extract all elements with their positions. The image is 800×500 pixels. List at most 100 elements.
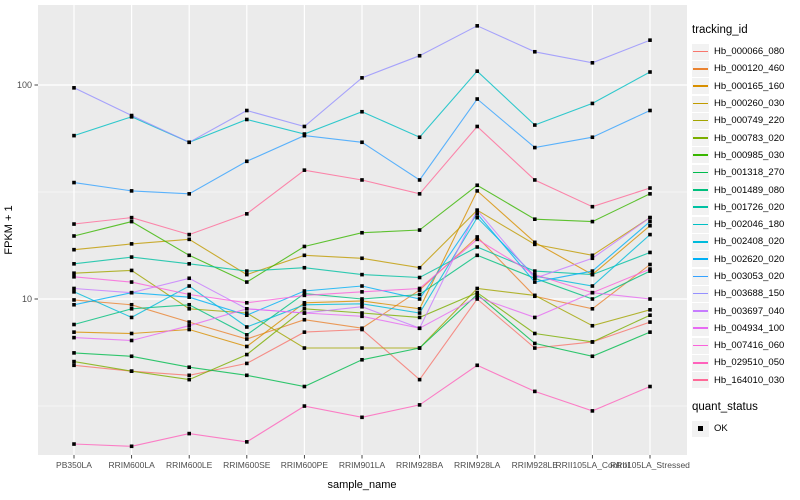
data-point xyxy=(245,117,249,122)
data-point xyxy=(475,183,479,188)
x-tick-label: PB350LA xyxy=(56,460,92,470)
x-tick-label: RRIM928LE xyxy=(512,460,559,470)
data-point xyxy=(72,274,76,279)
x-tick-label: RRIM901LA xyxy=(339,460,386,470)
data-point xyxy=(648,267,652,271)
y-axis-title: FPKM + 1 xyxy=(3,205,15,255)
data-point xyxy=(475,295,479,299)
data-point xyxy=(648,38,652,42)
data-point xyxy=(648,313,652,318)
data-point xyxy=(648,262,652,267)
data-point xyxy=(72,335,76,340)
data-point xyxy=(302,384,307,389)
legend-color-line xyxy=(693,379,708,381)
data-point xyxy=(245,159,249,164)
legend-entry-Hb_002046_180: Hb_002046_180 xyxy=(692,216,798,233)
data-point xyxy=(129,369,134,373)
legend-color-line xyxy=(693,275,708,278)
data-point xyxy=(302,265,307,270)
legend-color-line xyxy=(693,344,708,347)
data-point xyxy=(590,323,595,328)
data-point xyxy=(533,242,537,247)
square-marker-icon xyxy=(698,426,703,432)
data-point xyxy=(72,359,76,364)
data-point xyxy=(475,215,479,220)
data-point xyxy=(475,286,479,291)
data-point xyxy=(648,320,652,324)
data-point xyxy=(187,327,191,332)
legend-color-line xyxy=(693,50,708,53)
legend-entry-Hb_000120_460: Hb_000120_460 xyxy=(692,60,798,77)
data-point xyxy=(302,293,307,298)
data-point xyxy=(187,295,191,299)
data-point xyxy=(360,178,364,182)
legend-entry-Hb_000260_030: Hb_000260_030 xyxy=(692,95,798,112)
data-point xyxy=(590,297,595,301)
legend-entry-Hb_001489_080: Hb_001489_080 xyxy=(692,181,798,199)
data-point xyxy=(533,315,537,320)
legend-entry-Hb_007416_060: Hb_007416_060 xyxy=(692,337,798,354)
data-point xyxy=(417,326,422,331)
data-point xyxy=(302,306,307,311)
data-point xyxy=(129,315,134,320)
data-point xyxy=(245,333,249,337)
data-point xyxy=(129,189,134,193)
data-point xyxy=(129,242,134,246)
data-point xyxy=(533,49,537,54)
data-point xyxy=(187,306,191,311)
data-point xyxy=(475,24,479,28)
data-point xyxy=(417,192,422,196)
data-point xyxy=(360,301,364,306)
legend-key-icon xyxy=(692,216,709,233)
data-point xyxy=(72,330,76,334)
data-point xyxy=(360,290,364,294)
legend-key-icon xyxy=(692,372,709,389)
legend-key-icon xyxy=(692,130,709,147)
data-point xyxy=(360,230,364,235)
legend-label: Hb_000120_460 xyxy=(714,63,785,75)
data-point xyxy=(129,306,134,311)
legend-title-tracking-id: tracking_id xyxy=(692,24,748,36)
data-point xyxy=(245,212,249,216)
data-point xyxy=(72,222,76,226)
data-point xyxy=(417,135,422,140)
legend-color-line xyxy=(693,258,708,260)
legend-color-line xyxy=(693,102,708,105)
data-point xyxy=(129,215,134,220)
data-point xyxy=(72,133,76,138)
data-point xyxy=(187,431,191,436)
legend-entry-Hb_003688_150: Hb_003688_150 xyxy=(692,285,798,302)
data-point xyxy=(475,208,479,212)
data-point xyxy=(129,290,134,295)
legend-label: Hb_000066_080 xyxy=(714,46,785,58)
data-point xyxy=(187,373,191,378)
legend-key-icon xyxy=(692,199,709,216)
data-point xyxy=(648,384,652,389)
data-point xyxy=(648,215,652,220)
data-point xyxy=(360,304,364,309)
data-point xyxy=(648,269,652,273)
data-point xyxy=(72,298,76,302)
data-point xyxy=(648,186,652,190)
data-point xyxy=(590,284,595,288)
data-point xyxy=(417,311,422,315)
data-point xyxy=(590,219,595,224)
data-point xyxy=(360,346,364,350)
data-point xyxy=(360,357,364,362)
data-point xyxy=(475,97,479,101)
legend-label: Hb_000749_220 xyxy=(714,115,785,127)
legend-entry-Hb_002408_020: Hb_002408_020 xyxy=(692,233,798,250)
data-point xyxy=(417,346,422,350)
legend-entry-Hb_000749_220: Hb_000749_220 xyxy=(692,112,798,129)
x-tick-label: RRII105LA_Stressed xyxy=(610,460,690,470)
legend-entry-Hb_029510_050: Hb_029510_050 xyxy=(692,354,798,371)
data-point xyxy=(187,253,191,258)
data-point xyxy=(245,306,249,311)
data-point xyxy=(360,140,364,145)
data-point xyxy=(475,292,479,297)
data-point xyxy=(187,292,191,297)
data-point xyxy=(590,290,595,295)
data-point xyxy=(533,341,537,346)
data-point xyxy=(360,314,364,319)
